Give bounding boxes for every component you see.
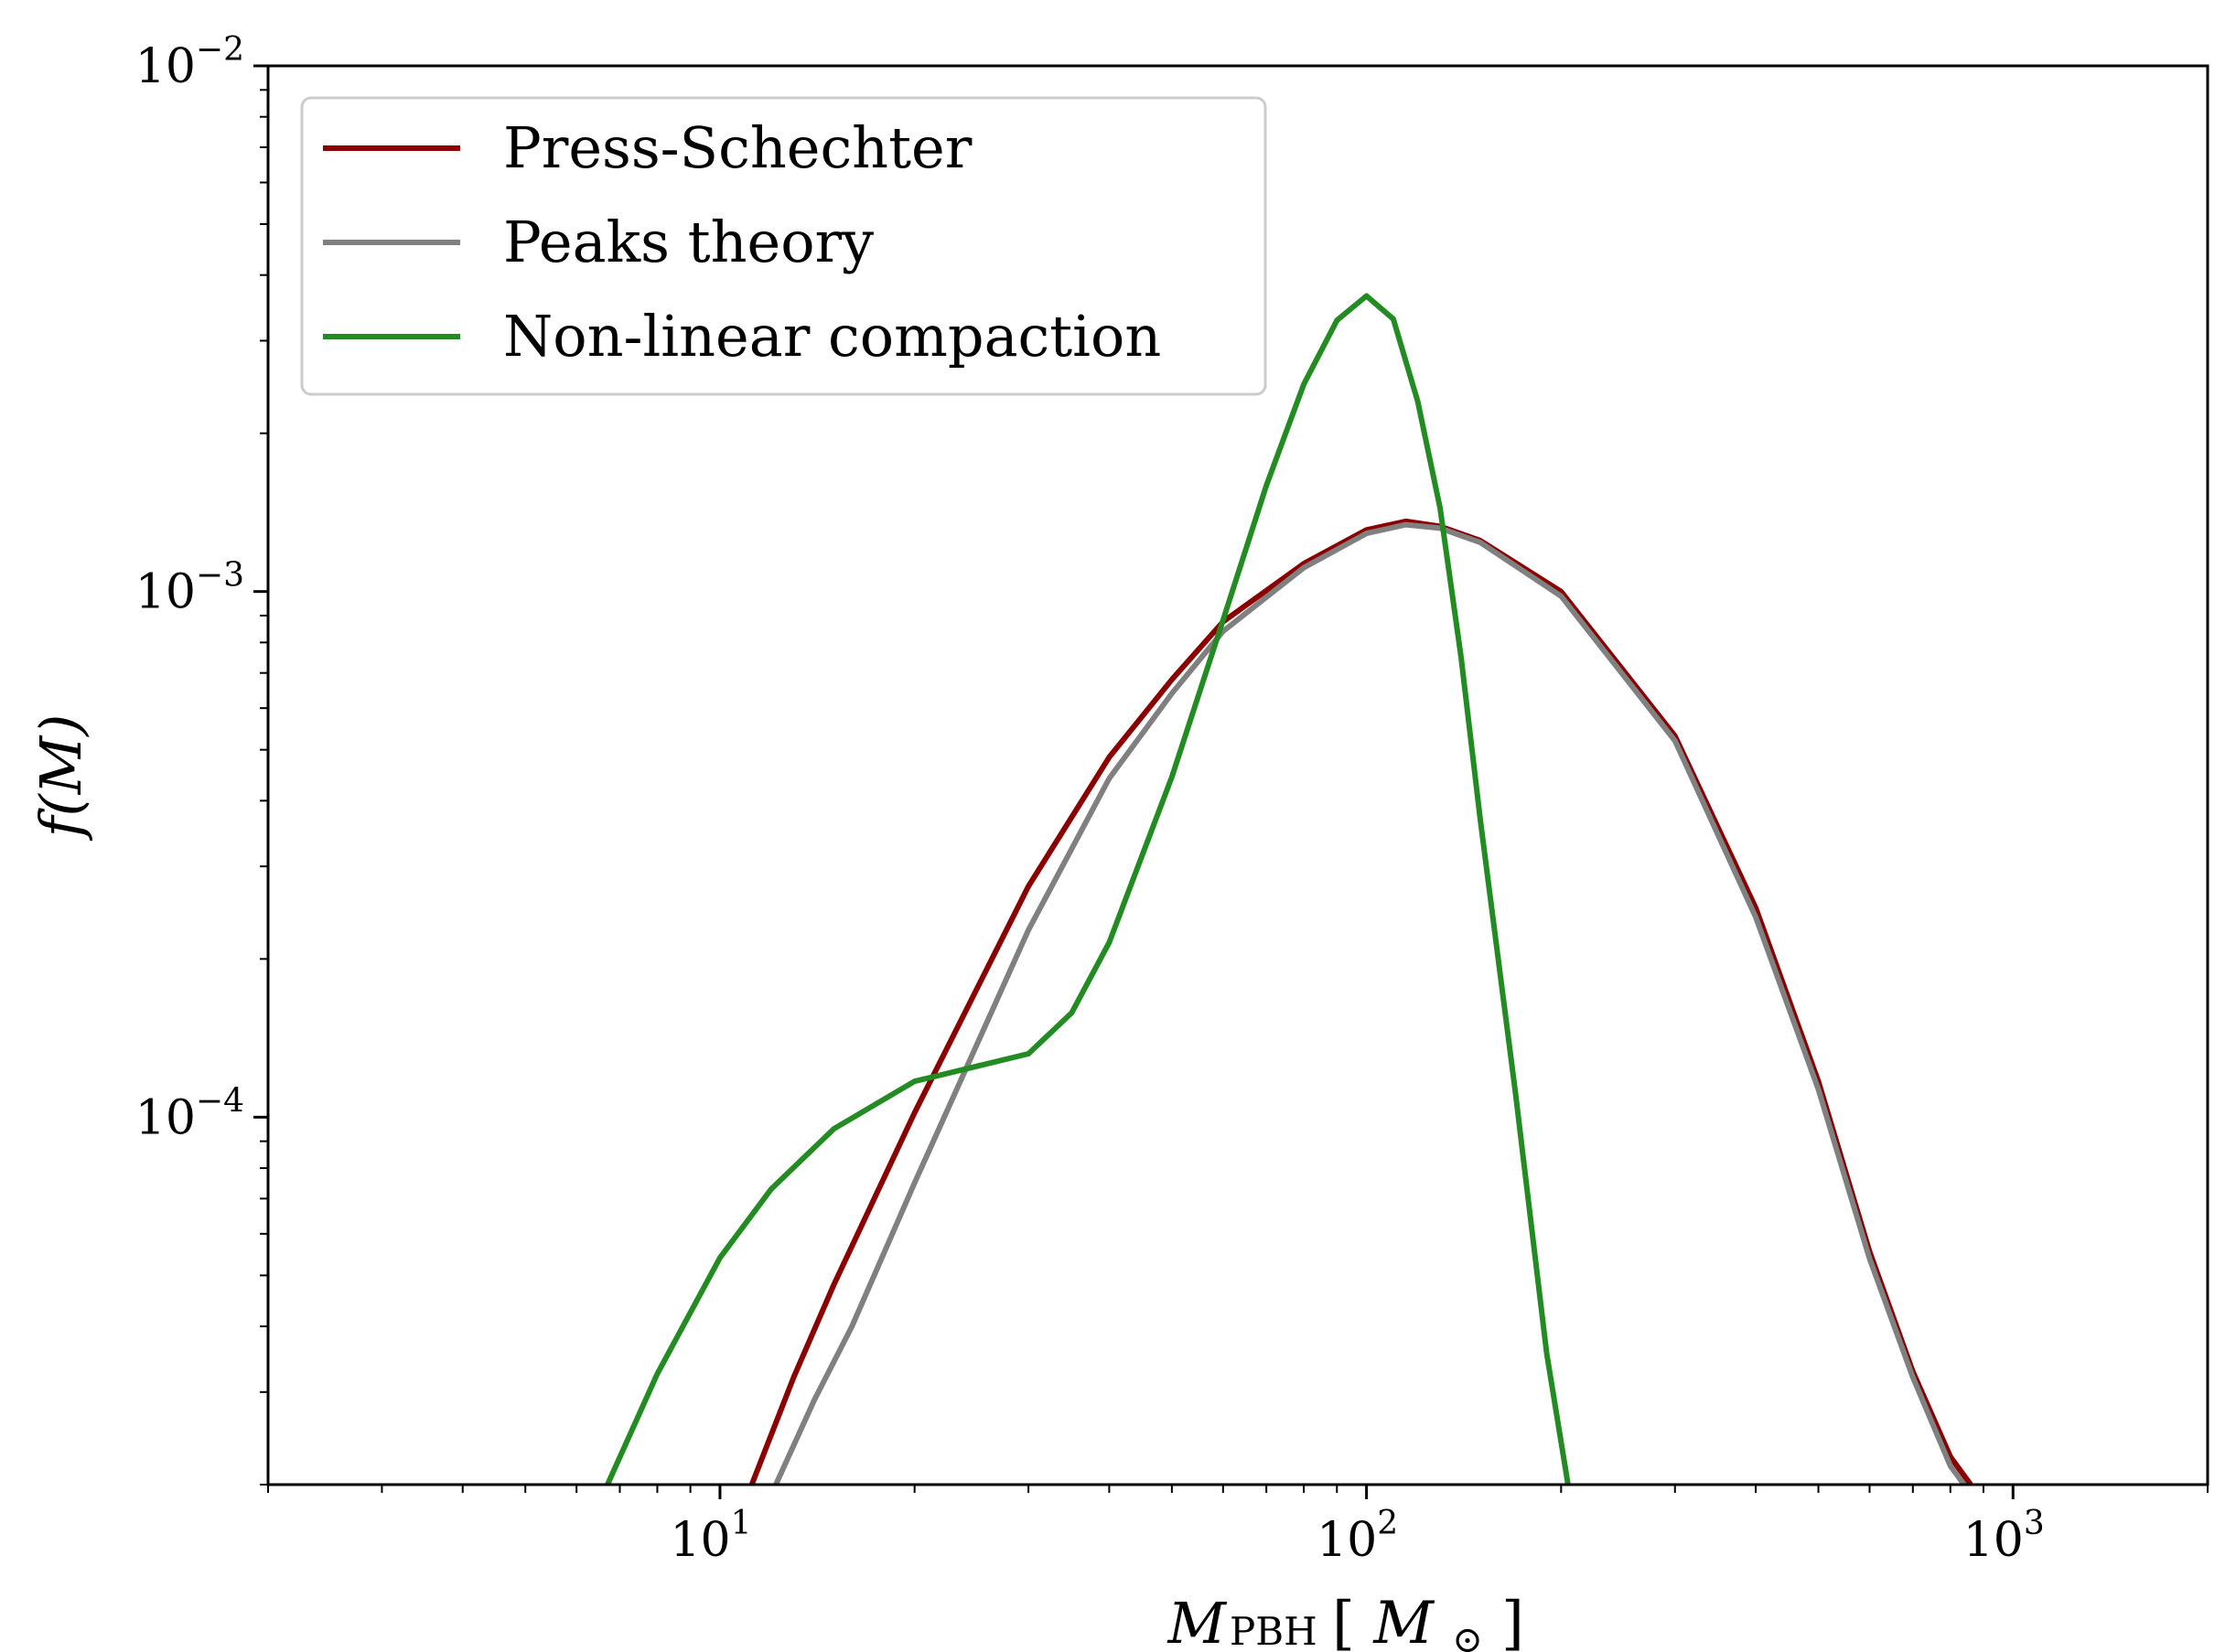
y-tick-label: 10−4 xyxy=(135,1082,244,1145)
y-tick-label: 10−2 xyxy=(135,31,244,94)
x-tick-label: 103 xyxy=(1963,1505,2045,1568)
svg-text:M: M xyxy=(1167,1590,1228,1652)
legend-box xyxy=(300,96,1267,396)
svg-text:[ M ⊙ ]: [ M ⊙ ] xyxy=(1332,1590,1524,1652)
tick-layer: 101 102 103 10−4 10−3 10−2 xyxy=(135,31,2209,1568)
x-axis-title-bracket-close: ] xyxy=(1501,1590,1524,1652)
x-tick-label: 102 xyxy=(1317,1505,1398,1568)
x-axis-title: M PBH [ M ⊙ ] xyxy=(1167,1590,1525,1652)
x-axis-title-unit-sub: ⊙ xyxy=(1452,1619,1483,1652)
legend-label-peaks-theory: Peaks theory xyxy=(503,209,874,275)
y-tick-label: 10−3 xyxy=(135,557,244,620)
legend: Press-Schechter Peaks theory Non-linear … xyxy=(300,96,1267,396)
x-axis-title-unit: M xyxy=(1372,1590,1435,1652)
legend-label-press-schechter: Press-Schechter xyxy=(503,114,973,181)
legend-label-non-linear-compaction: Non-linear compaction xyxy=(503,303,1161,370)
x-tick-label: 101 xyxy=(670,1505,751,1568)
series-layer xyxy=(605,293,1973,1485)
x-axis-title-sub: PBH xyxy=(1230,1609,1317,1652)
x-axis-title-bracket-open: [ xyxy=(1332,1590,1355,1652)
series-line-peaks-theory xyxy=(773,521,1967,1485)
series-line-non-linear-compaction xyxy=(605,293,1571,1485)
svg-text:PBH: PBH xyxy=(1230,1609,1317,1652)
x-axis-title-main: M xyxy=(1167,1590,1228,1652)
y-axis-title: f(M) xyxy=(27,714,94,842)
plot-frame xyxy=(266,64,2209,1486)
